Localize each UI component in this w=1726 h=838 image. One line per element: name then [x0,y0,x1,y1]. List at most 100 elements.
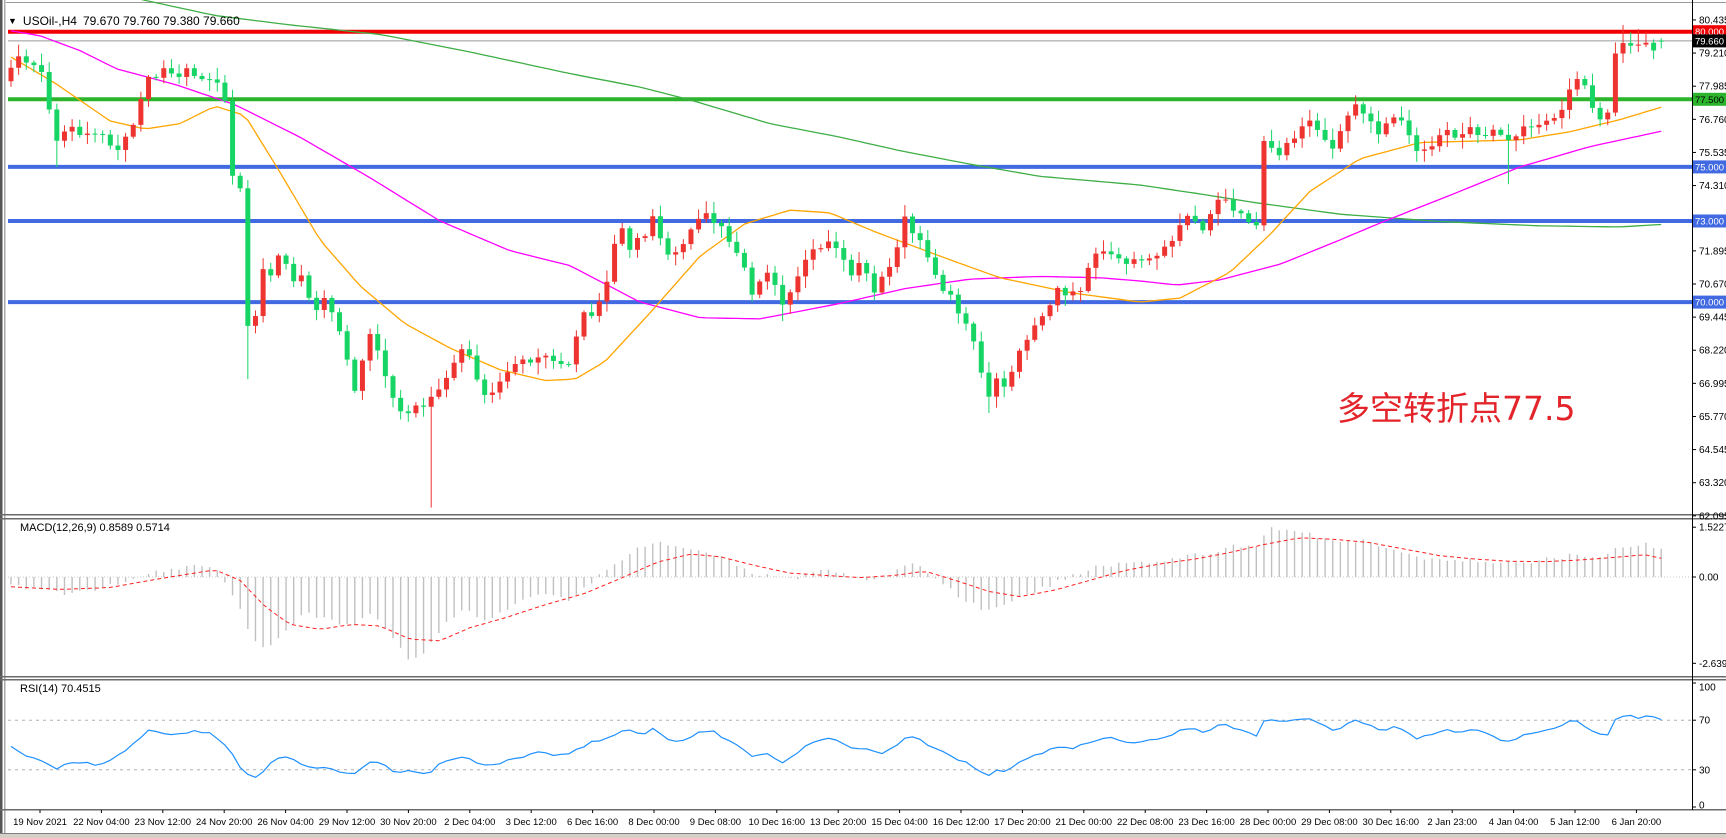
price-axis-label: 80.435 [1699,15,1726,26]
candle [1024,339,1030,351]
time-axis-label: 19 Nov 2021 [13,817,67,828]
rsi-panel[interactable] [8,714,1692,778]
candle [741,252,747,268]
candle [711,213,717,223]
candle [283,255,289,264]
candle [1284,142,1290,156]
candle [1582,79,1588,86]
candle [39,65,45,73]
candle [1330,139,1336,149]
time-axis-label: 30 Nov 20:00 [380,817,437,828]
panel-divider[interactable] [0,679,1726,681]
candle [810,249,816,260]
candle [8,67,14,82]
window-top-border [6,2,1726,3]
candle [917,233,923,241]
candle [1658,40,1664,42]
time-axis-label: 3 Dec 12:00 [506,817,557,828]
time-axis-label: 17 Dec 20:00 [994,817,1051,828]
time-axis-label: 13 Dec 20:00 [810,817,867,828]
candle [803,259,809,277]
candle [573,336,579,365]
candle [459,349,465,363]
candle [321,297,327,311]
candle [1391,117,1397,124]
candle [749,267,755,295]
candle [1528,126,1534,128]
candle [642,236,648,239]
price-axis-label: 70.670 [1699,279,1726,290]
candle [1116,254,1122,259]
candle [1146,258,1152,261]
macd-panel[interactable] [8,527,1692,660]
candle [1177,225,1183,241]
candle [657,216,663,239]
candle [298,275,304,282]
candle [421,405,427,407]
candle [77,126,83,135]
candle [566,364,572,366]
candle [910,216,916,234]
candle [1536,124,1542,128]
candle [252,316,258,326]
chart-menu-arrow-icon[interactable]: ▼ [8,16,17,26]
candle [54,109,60,141]
candle [1185,215,1191,226]
candle [1360,104,1366,114]
candle [650,216,656,237]
candle [314,297,320,311]
panel-divider[interactable] [0,518,1726,520]
candle [596,301,602,316]
candle [352,359,358,391]
candle [772,272,778,285]
candle [550,355,556,361]
price-badge-77.500 [1693,92,1726,106]
candle [871,273,877,293]
candle [1574,79,1580,90]
candle [612,243,618,282]
price-panel[interactable] [8,0,1692,508]
price-axis-label: 68.220 [1699,346,1726,357]
panel-divider[interactable] [0,809,1726,811]
candle [1039,316,1045,326]
candle [505,372,511,382]
rsi-axis-label: 70 [1699,716,1711,727]
candle [879,276,885,293]
panel-divider[interactable] [0,514,1726,516]
candle [1605,112,1611,120]
candle [528,359,534,363]
window-left-border-inner [4,0,6,838]
candle [1567,89,1573,110]
candle [971,323,977,342]
price-badge-text: 73.000 [1695,216,1724,227]
candle [405,411,411,414]
candle [1490,129,1496,136]
time-axis-scale[interactable]: 19 Nov 2021 22 Nov 04:00 23 Nov 12:00 24 No… [13,810,1661,828]
candle [1169,240,1175,247]
candle [359,360,365,391]
candle [207,79,213,81]
candle [1269,141,1275,148]
chart-text-annotation[interactable]: 多空转折点77.5 [1337,389,1576,428]
macd-axis-label: 1.5227 [1699,523,1726,534]
candle [932,257,938,275]
candle [275,255,281,276]
candle [130,124,136,137]
time-axis-label: 29 Dec 08:00 [1301,817,1358,828]
price-axis-scale[interactable]: 80.435 79.210 77.985 76.760 75.535 74.310 71.8… [1692,15,1726,812]
panel-divider[interactable] [0,676,1726,678]
ma-mid-magenta [10,30,1662,320]
candle [84,133,90,135]
macd-axis-label: -2.6392 [1699,659,1726,670]
price-badge-73.000 [1693,214,1726,228]
candle [696,218,702,230]
candle [825,241,831,249]
time-axis-label: 10 Dec 16:00 [749,817,806,828]
candle [199,75,205,80]
candle [1192,215,1198,222]
candle [589,312,595,316]
time-axis-label: 24 Nov 20:00 [196,817,253,828]
candle [1437,135,1443,147]
time-axis-label: 23 Nov 12:00 [135,817,192,828]
